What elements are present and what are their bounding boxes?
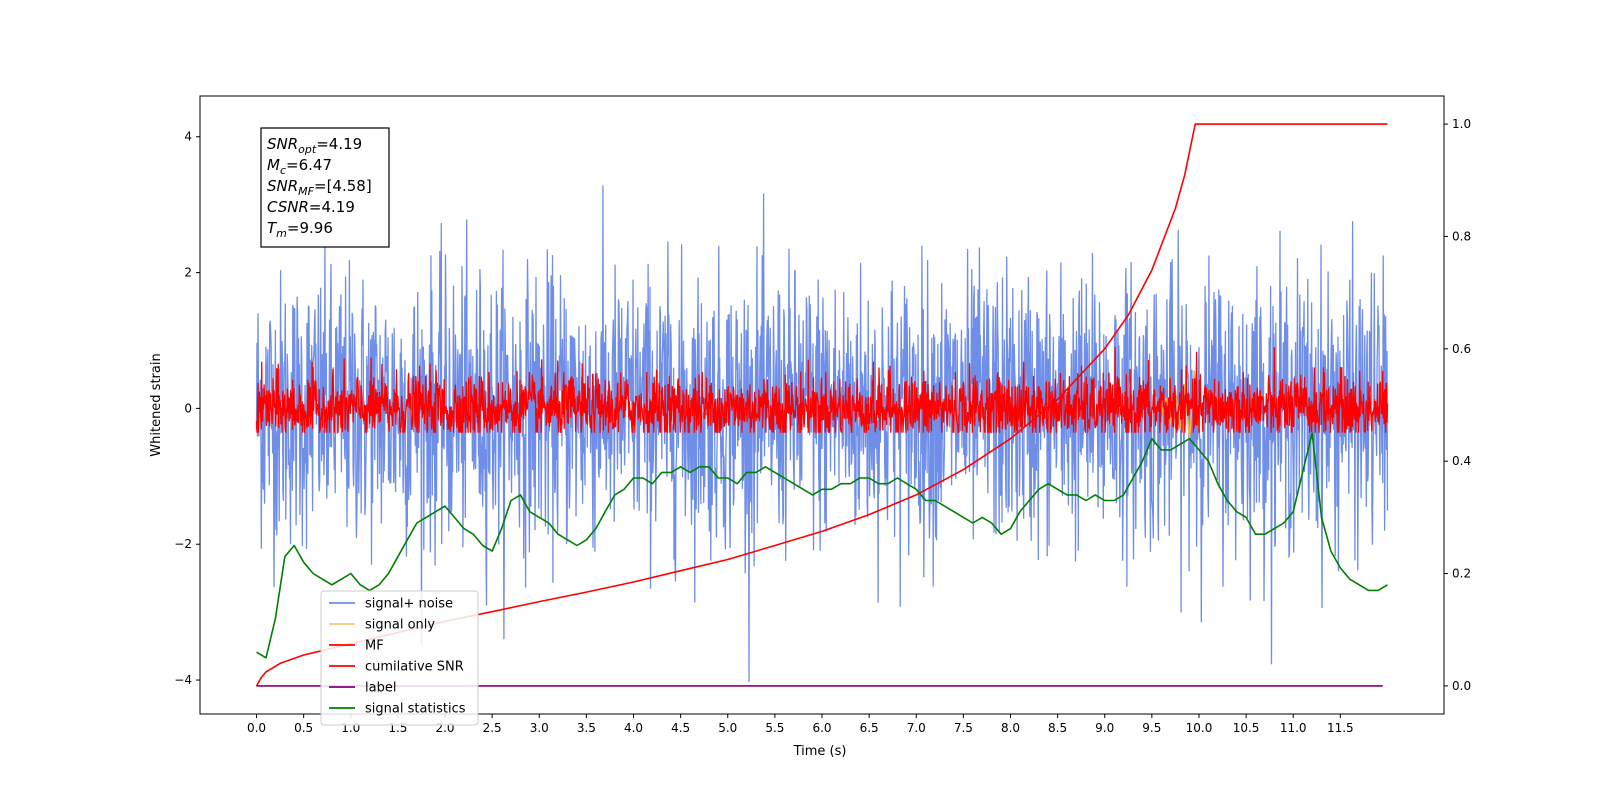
x-tick-label: 5.5 (765, 721, 784, 735)
x-tick-label: 3.5 (577, 721, 596, 735)
x-tick-label: 7.5 (954, 721, 973, 735)
y-axis-label: Whitened strain (149, 353, 164, 456)
y-tick-label: 0 (184, 401, 192, 415)
x-axis: 0.0 0.5 1.0 1.5 2.0 2.5 3.0 3.5 4.0 4.5 5.0 5.5 6.0 6… (247, 714, 1354, 735)
x-tick-label: 11.5 (1327, 721, 1354, 735)
annotation-line: CSNR=4.19 (267, 198, 355, 216)
x-axis-label: Time (s) (793, 744, 847, 759)
y2-tick-label: 0.0 (1452, 679, 1471, 693)
annotation-frame (260, 127, 390, 248)
x-tick-label: 6.0 (812, 721, 831, 735)
annotation-line: SNRMF=[4.58] (267, 177, 372, 198)
y2-tick-label: 0.4 (1452, 454, 1471, 468)
x-tick-label: 8.0 (1001, 721, 1020, 735)
y-tick-label: −2 (174, 537, 192, 551)
y-axis-left: −4 −2 0 2 4 (174, 130, 200, 687)
series-mf (255, 346, 1389, 433)
x-tick-label: 10.0 (1186, 721, 1213, 735)
x-tick-label: 2.5 (483, 721, 502, 735)
y-tick-label: −4 (174, 673, 192, 687)
x-tick-label: 6.5 (860, 721, 879, 735)
y2-tick-label: 0.8 (1452, 229, 1471, 243)
annotation-line: SNRopt=4.19 (267, 135, 362, 156)
annotation-line: Tm=9.96 (267, 219, 333, 240)
legend: signal+ noise signal only MF cumilative SNR… (320, 590, 479, 726)
x-tick-label: 0.5 (294, 721, 313, 735)
legend-label: signal only (365, 618, 435, 633)
x-tick-label: 7.0 (907, 721, 926, 735)
x-tick-label: 9.0 (1095, 721, 1114, 735)
legend-label: cumilative SNR (365, 660, 464, 675)
x-tick-label: 3.0 (530, 721, 549, 735)
annotation-line: Mc=6.47 (267, 156, 332, 177)
series-signal-statistics (256, 432, 1388, 659)
legend-label: signal+ noise (365, 597, 453, 612)
x-tick-label: 9.5 (1142, 721, 1161, 735)
x-tick-label: 11.0 (1280, 721, 1307, 735)
x-tick-label: 4.5 (671, 721, 690, 735)
x-tick-label: 0.0 (247, 721, 266, 735)
x-tick-label: 5.0 (718, 721, 737, 735)
legend-label: signal statistics (365, 702, 466, 717)
legend-frame (320, 590, 479, 726)
y-tick-label: 4 (184, 130, 192, 144)
y2-tick-label: 1.0 (1452, 117, 1471, 131)
y2-tick-label: 0.6 (1452, 342, 1471, 356)
x-tick-label: 8.5 (1048, 721, 1067, 735)
y2-tick-label: 0.2 (1452, 567, 1471, 581)
legend-label: label (365, 681, 396, 696)
x-tick-label: 10.5 (1233, 721, 1260, 735)
x-tick-label: 4.0 (624, 721, 643, 735)
legend-label: MF (365, 639, 384, 654)
y-axis-right: 0.0 0.2 0.4 0.6 0.8 1.0 (1444, 117, 1471, 693)
y-tick-label: 2 (184, 266, 192, 280)
